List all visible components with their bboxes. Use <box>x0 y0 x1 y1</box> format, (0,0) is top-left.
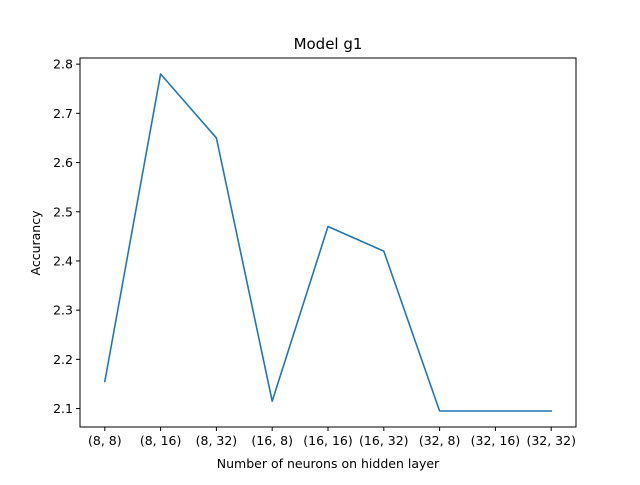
y-tick-label: 2.2 <box>53 352 73 367</box>
y-tick-label: 2.6 <box>53 155 73 170</box>
x-tick-label: (32, 8) <box>419 433 461 448</box>
y-tick-label: 2.4 <box>53 253 73 268</box>
series-line <box>103 73 553 412</box>
y-tick-label: 2.3 <box>53 303 73 318</box>
x-tick-label: (16, 32) <box>359 433 409 448</box>
x-tick-label: (16, 8) <box>251 433 293 448</box>
y-tick-label: 2.5 <box>53 204 73 219</box>
y-tick-label: 2.1 <box>53 401 73 416</box>
x-axis-label: Number of neurons on hidden layer <box>217 456 440 471</box>
y-tick-label: 2.8 <box>53 57 73 72</box>
x-tick-label: (8, 8) <box>88 433 122 448</box>
plot-area: (8, 8) (8, 16) (8, 32) (16, 8) (16, 16) (16, … <box>53 57 576 448</box>
x-tick-label: (32, 16) <box>471 433 521 448</box>
x-tick-label: (16, 16) <box>303 433 353 448</box>
x-tick-label: (8, 32) <box>196 433 238 448</box>
x-tick-label: (8, 16) <box>140 433 182 448</box>
plot-frame <box>79 57 577 428</box>
y-axis-label: Accurancy <box>28 210 43 276</box>
chart-title: Model g1 <box>294 35 363 53</box>
x-tick-label: (32, 32) <box>526 433 576 448</box>
y-tick-label: 2.7 <box>53 106 73 121</box>
